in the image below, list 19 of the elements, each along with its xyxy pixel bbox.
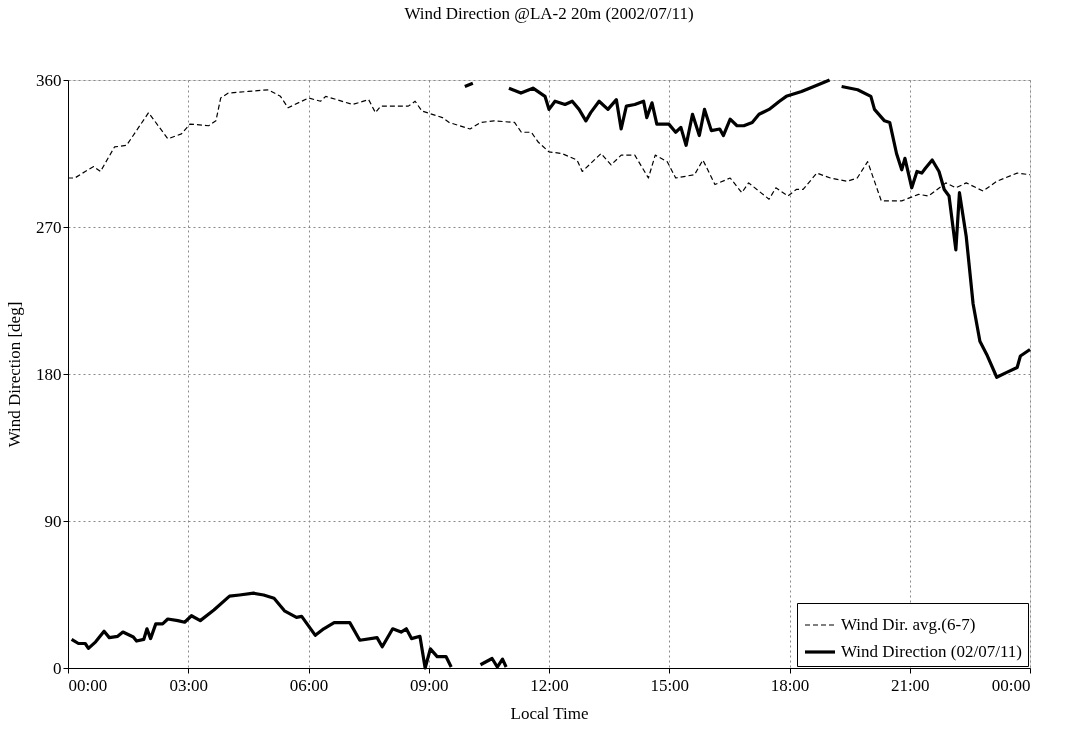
x-tick-label: 12:00 [530,675,569,695]
chart-title: Wind Direction @LA-2 20m (2002/07/11) [404,4,694,23]
x-tick-label: 03:00 [169,675,209,695]
y-tick-label: 360 [36,70,62,90]
y-axis-title: Wind Direction [deg] [5,301,24,448]
y-tick-label: 0 [53,658,62,678]
x-tick-label: 18:00 [770,675,810,695]
x-tick-label: 09:00 [409,675,449,695]
y-tick-label: 180 [36,364,62,384]
x-tick-label: 00:00 [68,675,108,695]
x-tick-label: 21:00 [890,675,930,695]
legend-label: Wind Dir. avg.(6-7) [841,615,976,634]
x-tick-label: 06:00 [289,675,329,695]
y-tick-label: 90 [44,511,62,531]
x-tick-label: 15:00 [650,675,690,695]
y-tick-label: 270 [36,217,62,237]
legend-label: Wind Direction (02/07/11) [841,642,1022,661]
x-axis-title: Local Time [510,703,589,723]
x-tick-label: 00:00 [991,675,1031,695]
